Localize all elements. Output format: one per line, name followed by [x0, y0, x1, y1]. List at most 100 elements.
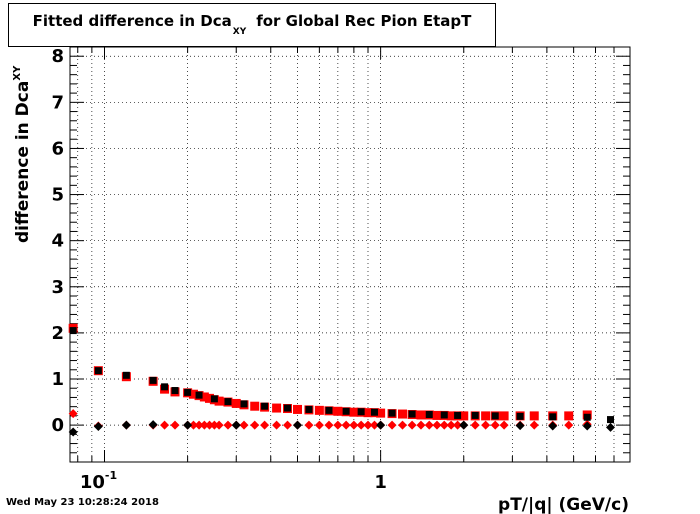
data-point-square — [293, 404, 303, 414]
data-point-square — [214, 396, 224, 406]
data-point-diamond — [376, 420, 386, 430]
data-point-square — [583, 413, 591, 421]
data-point-square — [564, 411, 574, 421]
data-point-diamond — [397, 420, 407, 430]
data-point-diamond — [204, 420, 214, 430]
y-tick-label: 1 — [51, 369, 64, 390]
data-point-square — [333, 406, 343, 416]
data-point-diamond — [356, 420, 366, 430]
data-point-diamond — [93, 421, 103, 431]
data-point-square — [471, 411, 479, 419]
data-point-square — [342, 407, 350, 415]
data-point-diamond — [304, 420, 314, 430]
data-point-square — [231, 398, 241, 408]
data-point-diamond — [453, 420, 463, 430]
data-point-diamond — [432, 420, 442, 430]
y-axis-label-sub: XY — [12, 65, 23, 81]
data-point-square — [491, 412, 499, 420]
data-point-diamond — [314, 420, 324, 430]
data-point-diamond — [333, 420, 343, 430]
data-point-diamond — [387, 420, 397, 430]
data-point-diamond — [272, 420, 282, 430]
data-point-diamond — [407, 420, 417, 430]
data-point-square — [388, 409, 396, 417]
data-point-diamond — [529, 420, 539, 430]
y-tick-label: 4 — [51, 231, 64, 252]
y-tick-label: 8 — [51, 46, 64, 67]
x-tick-label: 10-1 — [80, 469, 117, 493]
data-point-diamond — [214, 420, 224, 430]
data-point-diamond — [293, 420, 303, 430]
data-point-diamond — [170, 420, 180, 430]
y-tick-label: 7 — [51, 92, 64, 113]
axis-tick-labels: 0 1 2 3 4 5 6 7 8 10-1 1 — [51, 46, 386, 493]
data-point-square — [481, 411, 491, 421]
data-point-diamond — [606, 422, 616, 432]
data-point-square — [188, 389, 198, 399]
axis-ticks — [70, 47, 630, 463]
data-point-square — [357, 408, 365, 416]
data-point-diamond — [209, 420, 219, 430]
data-point-diamond — [369, 420, 379, 430]
data-point-square — [432, 410, 442, 420]
plot-frame — [69, 46, 631, 463]
data-point-square — [69, 327, 77, 335]
x-axis-label: pT/|q| (GeV/c) — [498, 495, 629, 514]
data-point-diamond — [515, 421, 525, 431]
data-point-diamond — [416, 420, 426, 430]
data-point-square — [607, 416, 615, 424]
title-rest: for Global Rec Pion EtapT — [256, 12, 472, 30]
data-point-diamond — [68, 409, 78, 419]
data-point-diamond — [283, 420, 293, 430]
data-point-diamond — [446, 420, 456, 430]
data-point-diamond — [250, 420, 260, 430]
data-point-square — [459, 411, 469, 421]
timestamp: Wed May 23 10:28:24 2018 — [6, 497, 159, 508]
data-point-square — [261, 402, 269, 410]
title-box: Fitted difference in DcaXY for Global Rec… — [8, 3, 496, 47]
data-point-square — [199, 392, 209, 402]
data-point-diamond — [121, 420, 131, 430]
data-point-square — [94, 367, 102, 375]
data-point-square — [416, 410, 426, 420]
data-point-square — [171, 387, 179, 395]
data-point-diamond — [470, 420, 480, 430]
data-point-diamond — [324, 420, 334, 430]
data-point-square — [184, 388, 192, 396]
data-point-diamond — [199, 420, 209, 430]
data-point-diamond — [424, 420, 434, 430]
data-point-diamond — [231, 420, 241, 430]
data-point-square — [363, 408, 373, 418]
chart-title: Fitted difference in DcaXY for Global Rec… — [9, 12, 495, 37]
data-point-diamond — [239, 420, 249, 430]
data-point-square — [149, 376, 157, 384]
y-tick-label: 5 — [51, 185, 64, 206]
y-tick-label: 2 — [51, 323, 64, 344]
data-point-diamond — [459, 420, 469, 430]
data-point-diamond — [260, 420, 270, 430]
data-point-diamond — [439, 420, 449, 430]
data-point-diamond — [188, 420, 198, 430]
data-point-diamond — [148, 420, 158, 430]
data-point-diamond — [564, 420, 574, 430]
data-point-diamond — [223, 420, 233, 430]
data-point-square — [224, 398, 232, 406]
x-tick-label: 1 — [374, 472, 387, 493]
data-point-diamond — [160, 420, 170, 430]
y-tick-label: 3 — [51, 277, 64, 298]
data-point-square — [349, 407, 359, 417]
data-point-diamond — [481, 420, 491, 430]
data-point-square — [272, 403, 282, 413]
data-point-square — [408, 410, 416, 418]
data-point-square — [370, 408, 378, 416]
data-point-diamond — [68, 427, 78, 437]
data-point-square — [325, 406, 333, 414]
data-point-square — [122, 371, 130, 379]
data-point-diamond — [194, 420, 204, 430]
y-tick-label: 0 — [51, 415, 64, 436]
y-axis-label: difference in DcaXY — [12, 65, 33, 243]
title-main: Fitted difference in Dca — [32, 12, 232, 30]
y-axis-label-main: difference in Dca — [13, 81, 33, 243]
data-point-diamond — [499, 420, 509, 430]
